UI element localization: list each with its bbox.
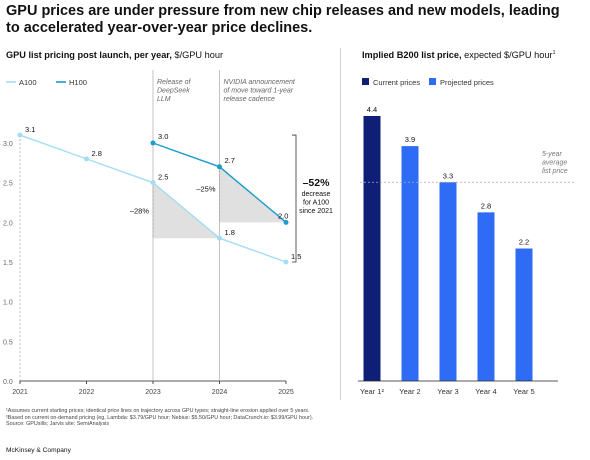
bar-chart-title: Implied B200 list price, expected $/GPU … [362, 50, 556, 60]
bar-category-label: Year 2 [399, 387, 420, 396]
panel-divider [340, 48, 341, 400]
h100-drop-pct: –25% [196, 185, 216, 194]
a100-data-point [283, 259, 289, 265]
a100-data-point [217, 235, 222, 241]
bar-value-label: 3.9 [405, 135, 415, 144]
b200-price-bar-chart: Current prices Projected prices 4.4 Year 1²… [358, 78, 574, 396]
overall-decline-pct: –52% [303, 177, 331, 189]
brand-name: McKinsey & Company [6, 447, 71, 454]
y-tick-label: 3.0 [3, 141, 13, 148]
overall-decline-caption: decrease for A100 since 2021 [299, 191, 333, 215]
annotation-nvidia-cadence: NVIDIA announcement of move toward 1-year… [224, 79, 296, 103]
y-tick-label: 0.0 [3, 379, 13, 386]
bar-year-2 [401, 146, 419, 381]
h100-data-point [283, 219, 289, 225]
bar-chart-title-bold: Implied B200 list price, [362, 50, 462, 61]
bar-value-label: 3.3 [443, 171, 453, 180]
legend-current-label: Current prices [373, 78, 420, 87]
legend-current-swatch [362, 78, 369, 85]
footnote-2: ²Based on current on-demand pricing (eg,… [6, 414, 314, 421]
a100-data-point [150, 180, 156, 186]
legend-projected-label: Projected prices [440, 78, 494, 87]
bar-year-1 [363, 116, 381, 381]
h100-value-label: 2.7 [225, 156, 235, 165]
h100-value-label: 3.0 [158, 132, 168, 141]
average-price-label: 5-year average list price [542, 151, 568, 175]
bar-category-label: Year 5 [513, 387, 534, 396]
bar-chart-title-unit: expected $/GPU hour [461, 50, 553, 61]
bar-value-label: 2.8 [481, 201, 491, 210]
bar-year-4 [477, 212, 495, 381]
x-tick-label: 2024 [212, 389, 228, 396]
bar-year-5 [515, 248, 533, 381]
page-headline: GPU prices are under pressure from new c… [6, 3, 560, 36]
line-chart-title-bold: GPU list pricing post launch, per year, [6, 50, 172, 60]
x-tick-label: 2021 [12, 389, 28, 396]
bar-chart-title-footnote-mark: 1 [552, 50, 556, 56]
bar-category-label: Year 3 [437, 387, 458, 396]
a100-value-label: 2.8 [92, 149, 102, 158]
bar-value-label: 2.2 [519, 238, 529, 247]
legend-a100-label: A100 [19, 78, 37, 87]
footnotes: ¹Assumes current starting prices; identi… [6, 408, 586, 428]
decline-bracket [292, 134, 297, 263]
a100-drop-pct: –28% [130, 206, 150, 215]
h100-data-point [150, 140, 156, 146]
footnote-source: Source: GPUsills; Jarvis site; SemiAnaly… [6, 421, 110, 428]
y-tick-label: 2.5 [3, 181, 13, 188]
annotation-deepseek-release: Release of DeepSeek LLM [157, 79, 192, 103]
a100-data-point [17, 132, 23, 138]
legend-projected-swatch [429, 78, 436, 85]
a100-data-point [84, 156, 89, 162]
h100-data-point [217, 164, 222, 170]
x-tick-label: 2023 [145, 389, 161, 396]
gpu-price-line-chart: 0.0 0.5 1.0 1.5 2.0 2.5 3.0 2021 2022 2023 2024 202… [3, 70, 333, 396]
line-chart-title-unit: $/GPU hour [171, 50, 224, 60]
y-tick-label: 1.5 [3, 260, 13, 267]
a100-value-label: 1.8 [225, 228, 235, 237]
a100-value-label: 2.5 [158, 173, 168, 182]
bar-year-3 [439, 182, 457, 381]
x-tick-label: 2025 [278, 389, 294, 396]
y-tick-label: 0.5 [3, 339, 13, 346]
bar-category-label: Year 4 [475, 387, 496, 396]
h100-value-label: 2.0 [278, 211, 288, 220]
x-tick-label: 2022 [79, 389, 95, 396]
bar-category-label: Year 1² [360, 387, 384, 396]
legend-h100-label: H100 [69, 78, 87, 87]
y-tick-label: 1.0 [3, 300, 13, 307]
y-tick-label: 2.0 [3, 220, 13, 227]
a100-value-label: 3.1 [25, 125, 35, 134]
bar-value-label: 4.4 [367, 105, 377, 114]
line-chart-title: GPU list pricing post launch, per year, … [6, 50, 223, 60]
footnote-1: ¹Assumes current starting prices; identi… [6, 408, 310, 414]
